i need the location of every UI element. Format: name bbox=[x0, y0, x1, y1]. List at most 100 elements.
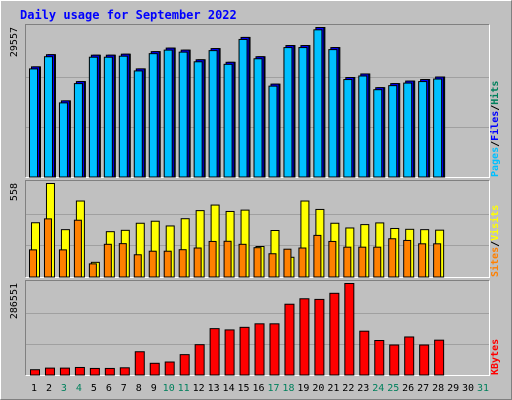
bar-kbytes bbox=[389, 344, 400, 376]
bar-kbytes bbox=[269, 323, 280, 376]
bar-pages bbox=[178, 51, 188, 178]
bar-kbytes bbox=[434, 339, 445, 376]
y-axis-legend: Sites/Visits bbox=[489, 205, 501, 277]
x-tick-label: 11 bbox=[178, 383, 190, 394]
panel-bevel-dark bbox=[25, 180, 490, 278]
bar-sites bbox=[118, 243, 127, 278]
x-tick-label: 13 bbox=[208, 383, 220, 394]
bar-pages bbox=[193, 61, 203, 178]
bar-sites bbox=[313, 234, 322, 278]
legend-entry: Pages bbox=[490, 147, 501, 177]
bar-sites bbox=[298, 247, 307, 278]
panel-bevel-light bbox=[25, 280, 490, 376]
bar-kbytes bbox=[209, 328, 220, 376]
bar-sites bbox=[148, 250, 157, 278]
bar-pages bbox=[29, 68, 38, 178]
bar-sites bbox=[358, 246, 367, 278]
x-tick-label: 6 bbox=[106, 383, 112, 394]
bar-pages bbox=[43, 56, 53, 178]
y-max-label: 558 bbox=[9, 183, 20, 201]
x-tick-label: 29 bbox=[447, 383, 459, 394]
bar-kbytes bbox=[149, 362, 160, 376]
x-tick-label: 8 bbox=[136, 383, 142, 394]
chart-panels: 29557Pages/Files/Hits558Sites/Visits2865… bbox=[9, 24, 501, 376]
bar-sites bbox=[418, 243, 427, 278]
bar-kbytes bbox=[134, 351, 145, 376]
bar-sites bbox=[133, 254, 142, 278]
bar-kbytes bbox=[119, 367, 130, 376]
x-tick-label: 3 bbox=[61, 383, 67, 394]
bar-sites bbox=[373, 246, 382, 278]
x-tick-label: 5 bbox=[91, 383, 97, 394]
x-tick-label: 26 bbox=[402, 383, 414, 394]
bar-pages bbox=[418, 81, 428, 178]
bar-pages bbox=[253, 58, 263, 178]
x-axis-day-labels: 1 2 3 4 5 6 7 8 9 10 11 12 13 14 15 16 17 18 19 20 21 22 23 24 2… bbox=[31, 383, 489, 394]
legend-entry: Hits bbox=[489, 81, 501, 105]
x-tick-label: 31 bbox=[477, 383, 489, 394]
bar-kbytes bbox=[164, 361, 175, 376]
bar-sites bbox=[103, 243, 112, 278]
bar-sites bbox=[253, 247, 262, 278]
panel-visits: 558 Sites/Visits bbox=[9, 180, 501, 278]
bar-pages bbox=[388, 85, 398, 178]
bar-pages bbox=[268, 85, 278, 178]
bar-kbytes bbox=[44, 367, 55, 376]
bar-pages bbox=[133, 70, 143, 178]
bar-sites bbox=[178, 249, 187, 278]
bar-kbytes bbox=[89, 367, 100, 376]
bar-sites bbox=[433, 243, 442, 278]
bar-pages bbox=[313, 29, 323, 178]
panel-bevel-light bbox=[25, 180, 490, 278]
bar-kbytes bbox=[284, 303, 295, 376]
bar-sites bbox=[388, 238, 397, 278]
bar-pages bbox=[148, 53, 158, 178]
bar-pages bbox=[328, 49, 338, 178]
bar-pages bbox=[118, 55, 128, 178]
bar-kbytes bbox=[419, 344, 430, 376]
bar-sites bbox=[343, 246, 352, 278]
bar-kbytes bbox=[59, 367, 70, 376]
bar-kbytes bbox=[374, 340, 385, 376]
x-tick-label: 15 bbox=[238, 383, 250, 394]
bar-sites bbox=[193, 247, 202, 278]
bar-kbytes bbox=[314, 298, 325, 376]
bar-pages bbox=[208, 50, 218, 178]
chart-title: Daily usage for September 2022 bbox=[20, 8, 237, 22]
panel-bevel-dark bbox=[25, 24, 490, 178]
bar-sites bbox=[283, 248, 292, 278]
bar-kbytes bbox=[104, 367, 115, 376]
bar-sites bbox=[29, 249, 37, 278]
panel-kbytes: 286551 KBytes bbox=[9, 280, 501, 376]
bar-sites bbox=[73, 219, 82, 278]
x-tick-label: 18 bbox=[282, 383, 294, 394]
bar-pages bbox=[343, 79, 353, 178]
bar-kbytes bbox=[179, 354, 190, 376]
legend-entry: Visits bbox=[489, 205, 501, 241]
legend-entry: / bbox=[490, 141, 501, 147]
bar-sites bbox=[58, 249, 67, 278]
bar-pages bbox=[103, 56, 113, 178]
bar-sites bbox=[43, 218, 52, 278]
x-tick-label: 2 bbox=[46, 383, 52, 394]
x-tick-label: 25 bbox=[387, 383, 399, 394]
legend-entry: Sites bbox=[489, 247, 501, 277]
bar-pages bbox=[373, 89, 383, 178]
bar-kbytes bbox=[344, 283, 355, 376]
bar-pages bbox=[163, 49, 173, 178]
bar-pages bbox=[238, 38, 248, 178]
x-tick-label: 1 bbox=[31, 383, 37, 394]
x-tick-label: 7 bbox=[121, 383, 127, 394]
x-tick-label: 30 bbox=[462, 383, 474, 394]
y-max-label: 286551 bbox=[9, 283, 20, 319]
bar-sites bbox=[223, 240, 232, 278]
bar-sites bbox=[268, 253, 277, 278]
bar-kbytes bbox=[194, 344, 205, 376]
x-tick-label: 27 bbox=[417, 383, 429, 394]
bar-sites bbox=[88, 263, 97, 278]
x-tick-label: 28 bbox=[432, 383, 444, 394]
bar-kbytes bbox=[404, 336, 415, 376]
legend-entry: KBytes bbox=[490, 339, 501, 375]
